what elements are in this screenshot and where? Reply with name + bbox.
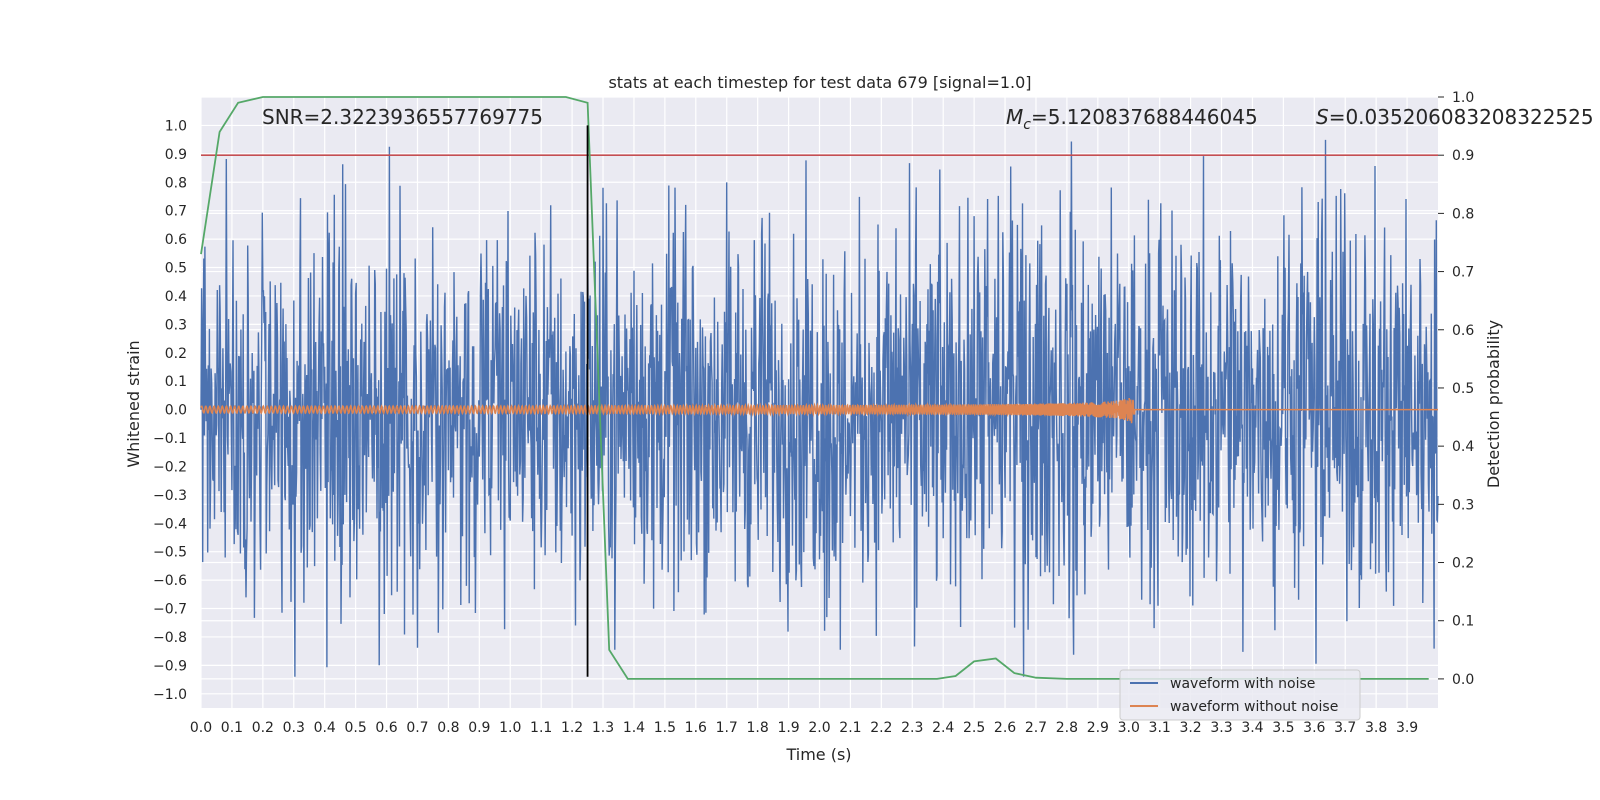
x-tick-label: 1.0 <box>499 720 521 736</box>
y-tick-label: 0.1 <box>165 374 187 390</box>
x-tick-label: 0.5 <box>344 720 366 736</box>
x-tick-label: 1.1 <box>530 720 552 736</box>
x-tick-label: 0.6 <box>375 720 397 736</box>
x-tick-label: 3.1 <box>1149 720 1171 736</box>
legend-label-noise: waveform with noise <box>1170 676 1315 692</box>
x-tick-label: 1.5 <box>654 720 676 736</box>
y-axis-ticks: 1.0 0.9 0.8 0.7 0.6 0.5 0.4 0.3 0.2 0.1 0.0 −0.1 −0.… <box>153 118 187 702</box>
x-tick-label: 2.6 <box>994 720 1016 736</box>
y-tick-label: −0.6 <box>153 573 187 589</box>
y2-tick-label: 0.7 <box>1452 265 1474 281</box>
x-tick-label: 0.4 <box>314 720 336 736</box>
series-detection-probability <box>200 96 1429 680</box>
y-tick-label: −0.9 <box>153 658 187 674</box>
y2-tick-label: 0.1 <box>1452 614 1474 630</box>
chart-title: stats at each timestep for test data 679… <box>608 73 1031 92</box>
y-tick-label: 0.5 <box>165 261 187 277</box>
y2-axis-ticks: 1.0 0.9 0.8 0.7 0.6 0.5 0.4 0.3 0.2 0.1 0.0 <box>1438 90 1474 688</box>
x-tick-label: 0.1 <box>221 720 243 736</box>
legend-box <box>1119 669 1361 721</box>
x-tick-label: 1.9 <box>777 720 799 736</box>
y-tick-label: −0.1 <box>153 431 187 447</box>
legend: waveform with noise waveform without noi… <box>1119 669 1361 721</box>
x-tick-label: 1.4 <box>623 720 645 736</box>
x-tick-label: 3.8 <box>1365 720 1387 736</box>
y-tick-label: 0.7 <box>165 204 187 220</box>
spin-value: =0.035206083208322525 <box>1329 105 1594 129</box>
x-tick-label: 2.0 <box>808 720 830 736</box>
x-tick-label: 3.9 <box>1396 720 1418 736</box>
x-tick-label: 0.3 <box>283 720 305 736</box>
y-tick-label: 0.3 <box>165 317 187 333</box>
series-waveform-without-noise <box>200 397 1438 424</box>
legend-label-clean: waveform without noise <box>1170 699 1338 715</box>
y2-tick-label: 1.0 <box>1452 90 1474 106</box>
y-tick-label: 0.2 <box>165 346 187 362</box>
x-tick-label: 1.7 <box>716 720 738 736</box>
x-tick-label: 1.6 <box>685 720 707 736</box>
x-tick-label: 3.3 <box>1210 720 1232 736</box>
x-tick-label: 2.3 <box>901 720 923 736</box>
x-tick-label: 0.0 <box>190 720 212 736</box>
y-tick-label: −0.5 <box>153 545 187 561</box>
y-tick-label: −0.8 <box>153 630 187 646</box>
x-tick-label: 3.2 <box>1179 720 1201 736</box>
y-tick-label: −0.4 <box>153 516 187 532</box>
y2-tick-label: 0.2 <box>1452 556 1474 572</box>
x-tick-label: 3.6 <box>1303 720 1325 736</box>
y2-tick-label: 0.9 <box>1452 148 1474 164</box>
y-tick-label: 0.8 <box>165 175 187 191</box>
y-tick-label: 0.4 <box>165 289 187 305</box>
y-axis-title: Whitened strain <box>124 340 143 467</box>
detection-probability-line <box>200 96 1429 680</box>
x-axis-ticks: 0.0 0.1 0.2 0.3 0.4 0.5 0.6 0.7 0.8 0.9 1.0 1.1 1.2 1… <box>190 720 1418 736</box>
chirp-mass-symbol: M <box>1006 105 1023 129</box>
spin-annotation: S=0.035206083208322525 <box>1316 105 1594 129</box>
x-tick-label: 1.2 <box>561 720 583 736</box>
x-tick-label: 2.7 <box>1025 720 1047 736</box>
x-tick-label: 3.0 <box>1118 720 1140 736</box>
x-tick-label: 2.9 <box>1087 720 1109 736</box>
chirp-mass-subscript: c <box>1023 117 1031 133</box>
y-tick-label: 0.9 <box>165 147 187 163</box>
snr-annotation: SNR=2.3223936557769775 <box>262 105 543 129</box>
waveform-without-noise-line <box>200 397 1438 424</box>
y2-axis-title: Detection probability <box>1484 320 1503 488</box>
x-tick-label: 1.3 <box>592 720 614 736</box>
x-tick-label: 2.2 <box>870 720 892 736</box>
y2-tick-label: 0.4 <box>1452 439 1474 455</box>
y2-tick-label: 0.5 <box>1452 381 1474 397</box>
spin-symbol: S <box>1316 105 1329 129</box>
y2-tick-label: 0.6 <box>1452 323 1474 339</box>
y-tick-label: −1.0 <box>153 687 187 703</box>
x-tick-label: 2.8 <box>1056 720 1078 736</box>
y-tick-label: −0.7 <box>153 602 187 618</box>
x-tick-label: 3.4 <box>1241 720 1263 736</box>
y2-tick-label: 0.3 <box>1452 497 1474 513</box>
x-tick-label: 3.5 <box>1272 720 1294 736</box>
y-tick-label: −0.2 <box>153 459 187 475</box>
x-tick-label: 0.9 <box>468 720 490 736</box>
x-tick-label: 1.8 <box>747 720 769 736</box>
chirp-mass-value: =5.120837688446045 <box>1031 105 1258 129</box>
y-tick-label: 1.0 <box>165 118 187 134</box>
x-tick-label: 0.2 <box>252 720 274 736</box>
y-tick-label: 0.6 <box>165 232 187 248</box>
x-axis-title: Time (s) <box>785 745 851 764</box>
x-tick-label: 3.7 <box>1334 720 1356 736</box>
y2-tick-label: 0.8 <box>1452 206 1474 222</box>
y-tick-label: −0.3 <box>153 488 187 504</box>
chirp-mass-annotation: Mc=5.120837688446045 <box>1006 105 1258 133</box>
y2-tick-label: 0.0 <box>1452 672 1474 688</box>
x-tick-label: 2.1 <box>839 720 861 736</box>
x-tick-label: 0.8 <box>437 720 459 736</box>
x-tick-label: 2.5 <box>963 720 985 736</box>
x-tick-label: 2.4 <box>932 720 954 736</box>
y-tick-label: 0.0 <box>165 403 187 419</box>
x-tick-label: 0.7 <box>406 720 428 736</box>
